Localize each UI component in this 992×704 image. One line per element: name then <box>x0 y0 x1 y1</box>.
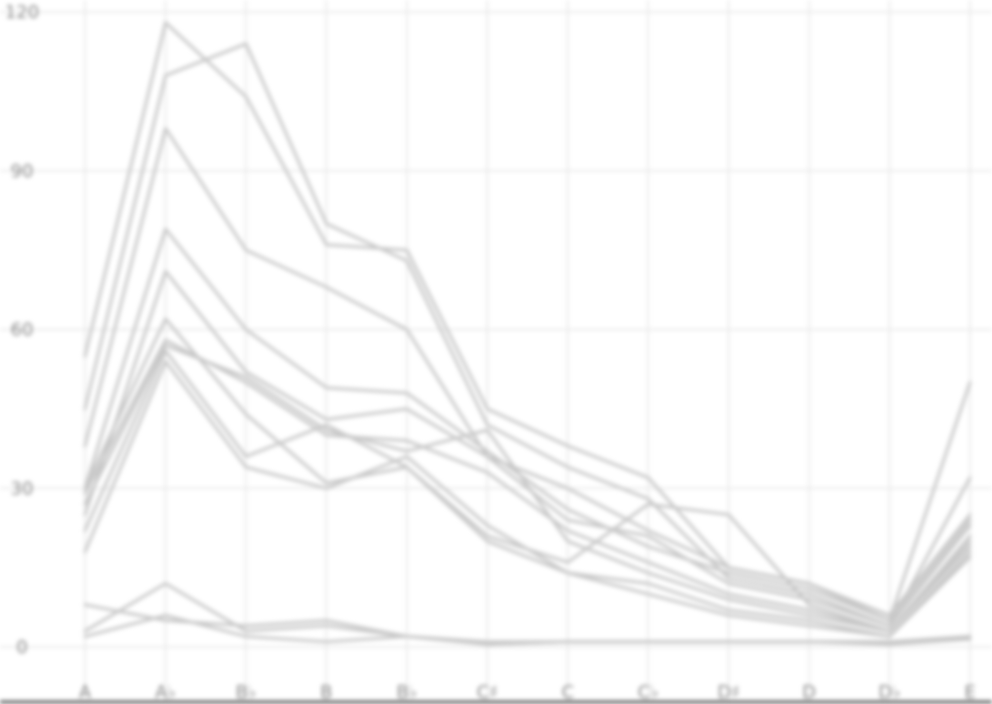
series-line-6 <box>83 343 972 633</box>
y-tick-label-2: 60 <box>11 320 34 341</box>
x-tick-label-5: C♯ <box>477 682 498 703</box>
series-line-7 <box>83 349 972 633</box>
x-tick-label-10: D♭ <box>878 682 900 703</box>
series-line-1 <box>83 42 972 628</box>
series-line-3 <box>83 227 972 622</box>
x-tick-label-3: B <box>320 682 332 703</box>
series-line-8 <box>83 359 972 638</box>
x-tick-label-1: A♭ <box>155 682 176 703</box>
series-layer <box>83 21 972 646</box>
x-tick-label-11: E <box>964 682 975 703</box>
x-tick-label-4: B♭ <box>396 682 417 703</box>
series-line-4 <box>83 269 972 628</box>
x-tick-label-9: D <box>802 682 816 703</box>
x-axis-ticks: A A♭ B♭ B B♭ C♯ C C♭ D♯ D D♭ E <box>79 682 976 703</box>
x-tick-label-2: B♭ <box>235 682 256 703</box>
x-tick-label-6: C <box>561 682 574 703</box>
y-axis-ticks: 0 30 60 90 120 <box>5 2 39 658</box>
y-tick-label-4: 120 <box>5 2 39 23</box>
y-tick-label-0: 0 <box>16 637 27 658</box>
series-line-5 <box>83 338 972 633</box>
series-line-12 <box>83 613 972 646</box>
series-line-2 <box>83 126 972 617</box>
series-line-0 <box>83 21 972 622</box>
x-tick-label-8: D♯ <box>717 682 740 703</box>
x-tick-label-0: A <box>79 682 92 703</box>
y-tick-label-3: 90 <box>11 161 34 182</box>
series-line-9 <box>83 317 972 638</box>
y-tick-label-1: 30 <box>11 478 34 499</box>
x-tick-label-7: C♭ <box>638 682 659 703</box>
